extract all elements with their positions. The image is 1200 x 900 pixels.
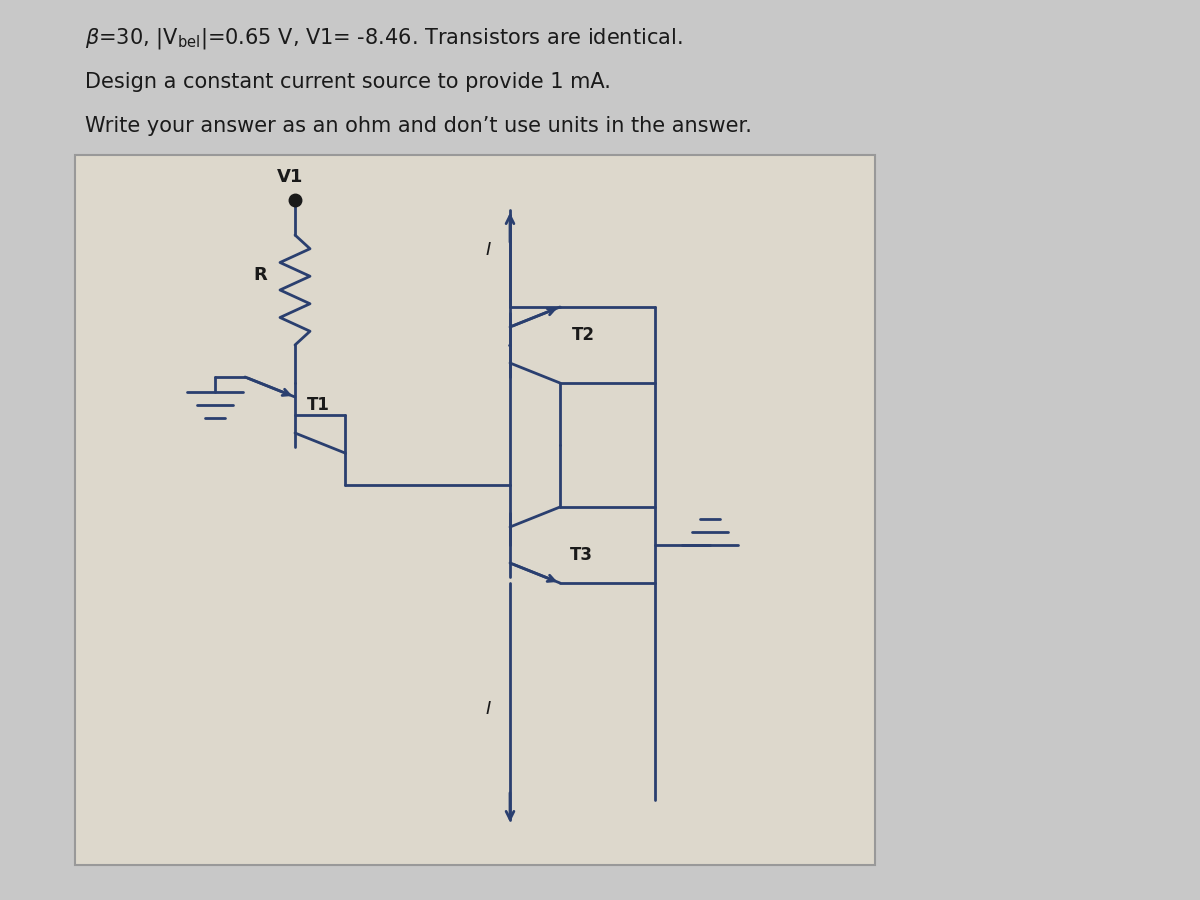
Text: R: R: [253, 266, 266, 284]
Text: Design a constant current source to provide 1 mA.: Design a constant current source to prov…: [85, 72, 611, 92]
Text: T2: T2: [572, 326, 595, 344]
FancyBboxPatch shape: [74, 155, 875, 865]
Text: T3: T3: [570, 546, 593, 564]
Text: T1: T1: [307, 396, 330, 414]
Text: V1: V1: [277, 168, 304, 186]
Text: I: I: [485, 700, 491, 718]
Text: $\beta$=30, |V$_{\mathregular{bel}}$|=0.65 V, V1= -8.46. Transistors are identic: $\beta$=30, |V$_{\mathregular{bel}}$|=0.…: [85, 25, 683, 50]
Text: Write your answer as an ohm and don’t use units in the answer.: Write your answer as an ohm and don’t us…: [85, 116, 752, 136]
Text: I: I: [485, 241, 491, 259]
